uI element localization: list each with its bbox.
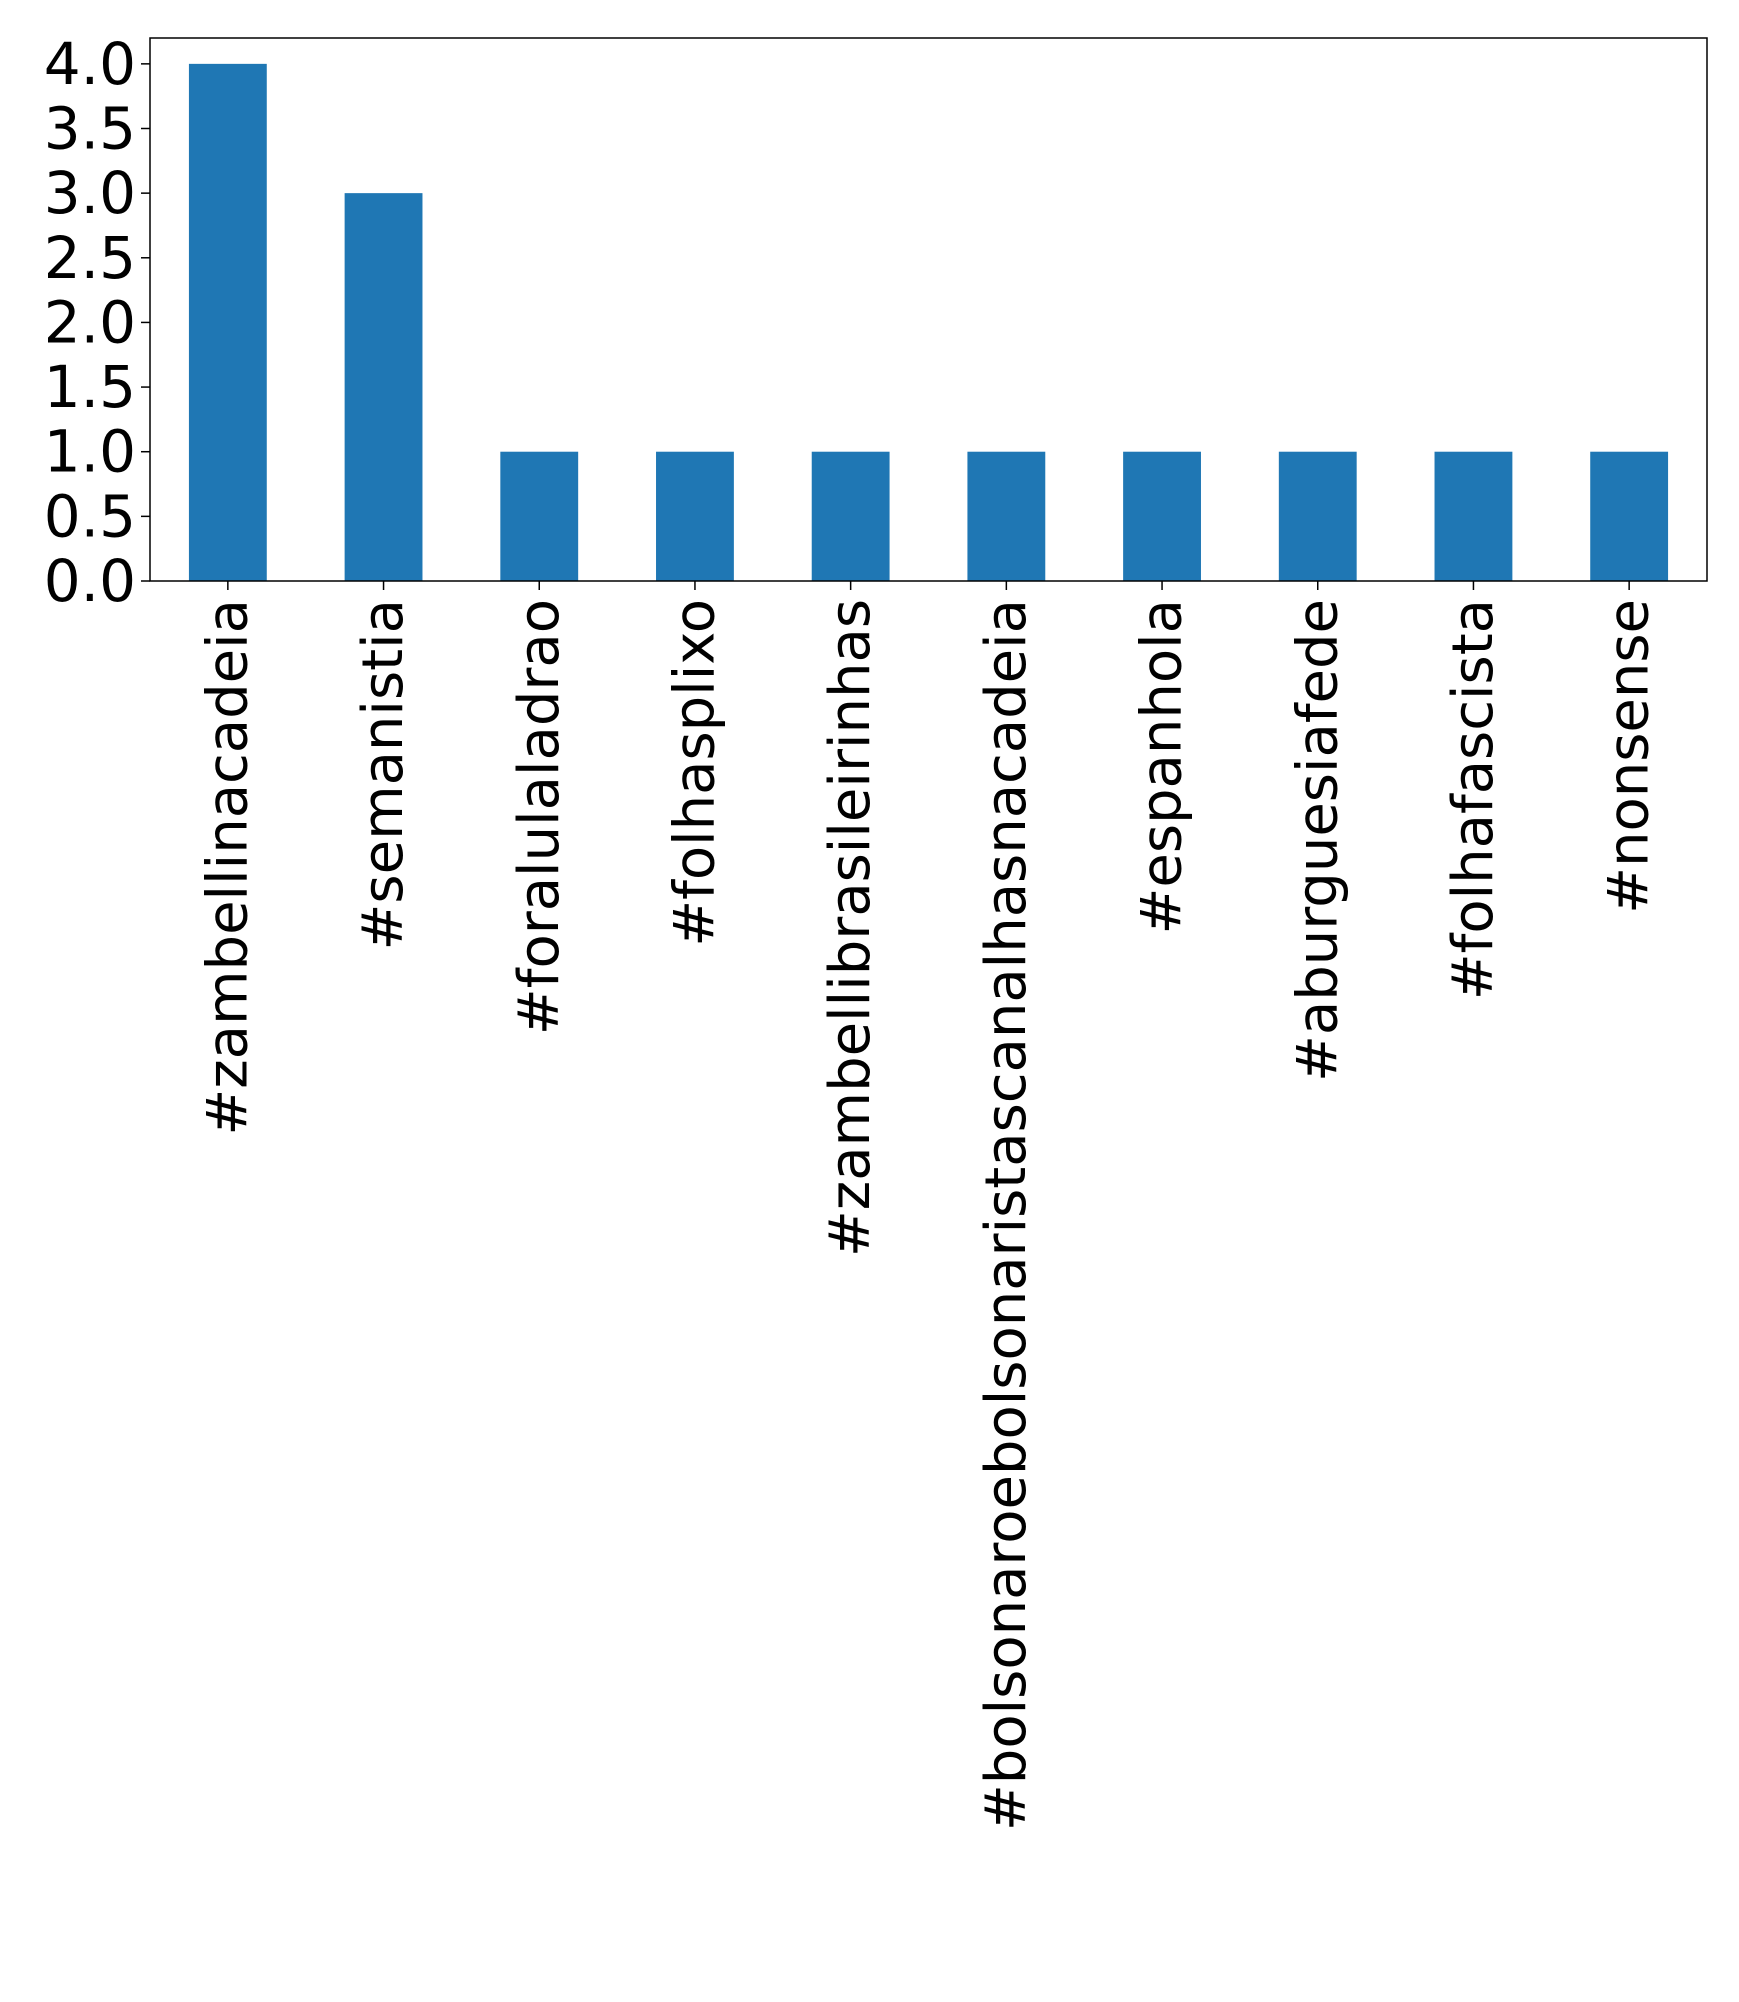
bar (1590, 451, 1669, 581)
x-tick-label: #folhafascista (1441, 599, 1506, 1000)
x-tick-label: #bolsonaroebolsonaristascanalhasnacadeia (974, 599, 1039, 1831)
y-tick-label: 3.5 (44, 95, 136, 163)
x-axis: #zambellinacadeia #semanistia #foralulalad… (195, 581, 1662, 1831)
x-tick-label: #foralulaladrao (507, 599, 572, 1035)
x-tick-label: #folhasplixo (662, 599, 727, 947)
y-tick-label: 3.0 (44, 159, 136, 227)
y-tick-label: 2.0 (44, 288, 136, 356)
bar (344, 193, 423, 581)
bar (1123, 451, 1201, 581)
bar (811, 451, 890, 581)
bars-group (188, 63, 1669, 582)
x-tick-label: #espanhola (1130, 599, 1195, 935)
plot-frame (149, 37, 1708, 582)
y-tick-label: 2.5 (44, 224, 136, 292)
bar (967, 451, 1046, 581)
bar (1278, 451, 1357, 581)
x-tick-label: #zambellinacadeia (195, 599, 260, 1136)
x-tick-label: #semanistia (351, 599, 416, 950)
x-tick-label: #aburguesiafede (1285, 599, 1350, 1082)
y-tick-label: 0.5 (44, 482, 136, 550)
y-tick-label: 1.5 (44, 353, 136, 421)
y-tick-label: 0.0 (44, 547, 136, 615)
bar (656, 451, 734, 581)
x-tick-label: #zambellibrasileirinhas (818, 599, 883, 1257)
bar (1434, 451, 1513, 581)
y-axis: 0.00.51.01.52.02.53.03.54.0 (44, 30, 150, 615)
bar (188, 63, 267, 582)
bar (500, 451, 579, 581)
y-tick-label: 1.0 (44, 418, 136, 486)
x-tick-label: #nonsense (1597, 599, 1662, 914)
y-tick-label: 4.0 (44, 30, 136, 98)
